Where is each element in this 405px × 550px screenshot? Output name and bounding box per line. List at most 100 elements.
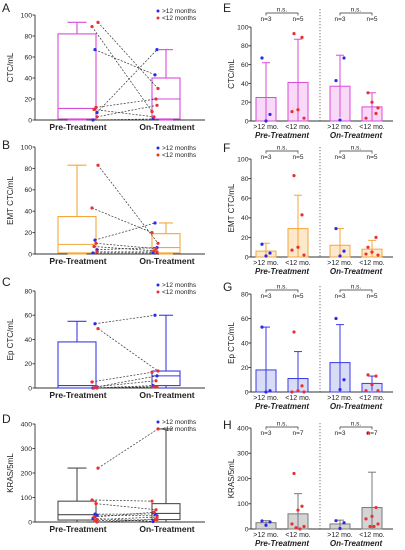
group-label-g: On-Treatment	[330, 402, 383, 411]
legend-label-d: >12 months	[162, 419, 197, 426]
significance-label-f: n.s.	[351, 145, 362, 152]
x-category-label-f: <12 mo.	[359, 260, 385, 267]
x-category-label-b: Pre-Treatment	[49, 256, 106, 266]
paired-line-a	[94, 49, 156, 76]
paired-line-a	[93, 109, 155, 118]
data-point-h	[260, 519, 264, 523]
y-tick-label-c: 60	[24, 313, 32, 320]
data-point-h	[366, 431, 370, 435]
data-point-g	[364, 389, 368, 393]
x-category-label-h: <12 mo.	[359, 532, 385, 539]
pre-treatment-box-a	[57, 33, 97, 120]
x-category-label-e: <12 mo.	[359, 124, 385, 131]
data-point-pre-c	[92, 386, 96, 390]
panel-label-c: C	[2, 275, 11, 289]
data-point-h	[338, 526, 342, 531]
data-point-pre-d	[94, 502, 98, 506]
x-category-label-c: On-Treatment	[139, 390, 194, 400]
paired-line-b	[95, 242, 157, 249]
paired-line-d	[93, 511, 155, 518]
data-point-on-d	[155, 515, 159, 519]
y-tick-label-e: 60	[241, 62, 249, 69]
significance-bracket-h	[265, 426, 299, 430]
y-axis-title-a: CTC/mL	[6, 52, 15, 82]
paired-line-b	[91, 207, 153, 233]
paired-line-d	[95, 503, 157, 511]
sample-size-label-f: n=5	[292, 154, 303, 161]
data-point-on-d	[155, 517, 159, 522]
y-tick-label-e: 20	[241, 100, 249, 107]
data-point-f	[364, 252, 368, 256]
sample-size-label-e: n=5	[292, 16, 303, 23]
data-point-on-b	[155, 250, 159, 254]
data-point-pre-d	[95, 520, 99, 524]
data-point-on-c	[150, 370, 154, 374]
data-point-h	[334, 519, 338, 523]
x-category-label-g: <12 mo.	[359, 395, 385, 402]
y-axis-title-g: Ep CTC/mL	[227, 322, 236, 364]
data-point-pre-d	[90, 498, 94, 502]
data-point-on-a	[156, 86, 160, 91]
sample-size-label-g: n=3	[334, 293, 345, 300]
y-tick-label-e: 80	[241, 43, 249, 50]
y-tick-label-c: 80	[24, 288, 32, 295]
data-point-f	[290, 248, 294, 252]
sample-size-label-f: n=3	[334, 154, 345, 161]
sample-size-label-f: n=5	[366, 154, 377, 161]
data-point-e	[338, 118, 342, 122]
group-label-f: Pre-Treatment	[255, 267, 309, 276]
panel-g: 0 20 40 60 80 Ep CTC/mL G n.s. Pre-Treatment n=3 >…	[223, 280, 393, 411]
on-treatment-box-c	[151, 370, 181, 387]
data-point-f	[338, 254, 342, 258]
y-tick-label-h: 100	[237, 501, 249, 508]
data-point-pre-c	[93, 322, 97, 326]
data-point-f	[260, 242, 264, 246]
y-tick-label-e: 0	[245, 118, 249, 125]
data-point-on-d	[150, 499, 154, 503]
x-category-label-g: >12 mo.	[327, 395, 353, 402]
paired-line-d	[94, 519, 156, 522]
y-tick-label-e: 100	[237, 24, 249, 31]
data-point-h	[370, 514, 374, 518]
legend-marker-d	[156, 427, 160, 431]
significance-bracket-h	[339, 426, 373, 430]
legend-label-d: <12 months	[162, 426, 197, 433]
y-tick-label-f: 0	[245, 254, 249, 261]
data-point-g	[302, 390, 306, 394]
data-point-g	[300, 384, 304, 388]
panel-b: 0 20 40 60 80 100 EMT CTC/mL B Pre-Treatment On-T…	[2, 138, 205, 266]
data-point-e	[264, 119, 268, 123]
data-point-e	[366, 91, 370, 95]
paired-line-a	[96, 104, 158, 118]
data-point-h	[372, 524, 376, 529]
data-point-e	[296, 108, 300, 112]
data-point-e	[292, 31, 296, 36]
significance-bracket-g	[265, 289, 299, 293]
data-point-on-c	[152, 385, 156, 389]
significance-label-g: n.s.	[351, 284, 362, 291]
group-label-e: On-Treatment	[330, 131, 383, 140]
sample-size-label-e: n=3	[334, 16, 345, 23]
x-category-label-e: >12 mo.	[327, 124, 353, 131]
paired-line-c	[91, 371, 153, 383]
significance-bracket-e	[339, 12, 373, 16]
data-point-h	[342, 521, 346, 525]
paired-line-c	[96, 375, 158, 388]
y-tick-label-f: 60	[241, 196, 249, 203]
data-point-pre-a	[95, 115, 99, 119]
data-point-pre-a	[94, 105, 98, 109]
data-point-on-b	[153, 221, 157, 225]
y-axis-title-h: KRAS/5mL	[227, 458, 236, 498]
y-tick-label-b: 40	[24, 209, 32, 216]
panel-label-a: A	[2, 1, 10, 15]
x-category-label-h: <12 mo.	[285, 532, 311, 539]
data-point-pre-d	[92, 515, 96, 519]
group-label-h: Pre-Treatment	[255, 539, 309, 548]
panel-label-d: D	[2, 412, 11, 426]
on-treatment-box-d	[151, 503, 181, 521]
data-point-g	[264, 390, 268, 394]
data-point-f	[366, 245, 370, 249]
data-point-f	[300, 213, 304, 217]
y-axis-title-f: EMT CTC/mL	[227, 183, 236, 232]
legend-marker-b	[156, 146, 160, 150]
